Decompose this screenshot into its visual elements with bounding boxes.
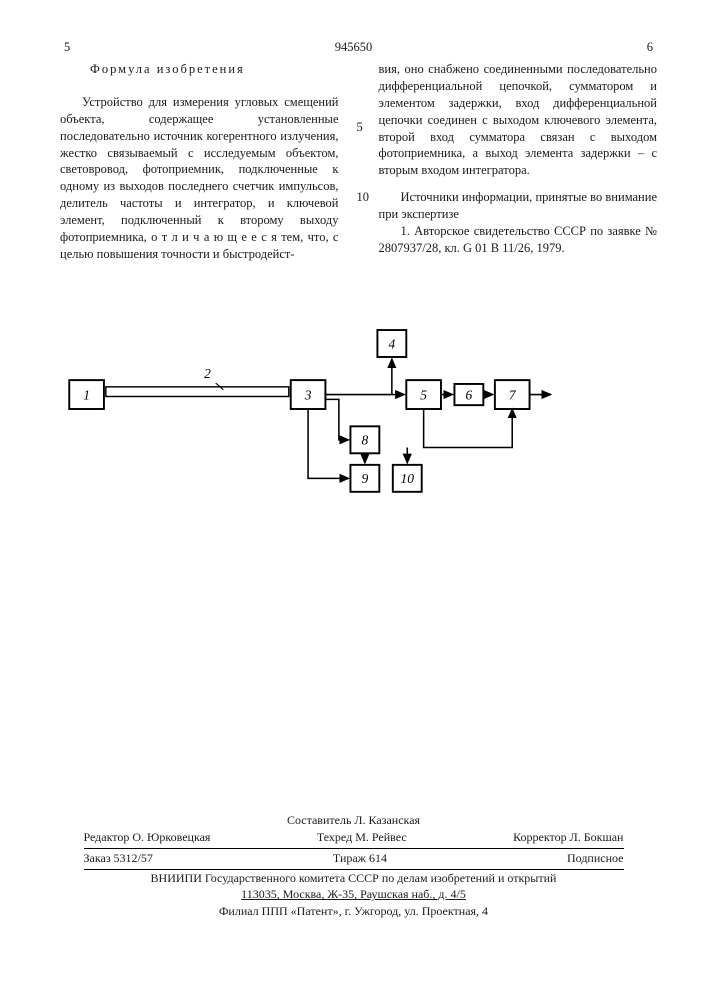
svg-text:3: 3 [304,387,312,402]
svg-text:8: 8 [362,432,369,447]
svg-text:1: 1 [83,387,90,402]
footer-editor: Редактор О. Юрковецкая [84,829,211,846]
svg-text:7: 7 [509,387,517,402]
patent-number: 945650 [335,40,373,55]
svg-text:4: 4 [388,336,395,351]
footer: Составитель Л. Казанская Редактор О. Юрк… [0,812,707,920]
footer-addr1: 113035, Москва, Ж-35, Раушская наб., д. … [0,886,707,903]
source-1: 1. Авторское свидетельство СССР по заявк… [379,223,658,257]
claim-text-left: Устройство для измерения угловых смещени… [60,94,339,263]
block-diagram: 1 3 4 5 6 7 8 9 10 2 [50,309,570,509]
page-right-number: 6 [647,40,653,55]
svg-text:5: 5 [420,387,427,402]
line-marker-5: 5 [357,119,363,136]
footer-techred: Техред М. Рейвес [317,829,407,846]
footer-corrector: Корректор Л. Бокшан [513,829,623,846]
line-marker-10: 10 [357,189,370,206]
sources-title: Источники информации, принятые во вниман… [379,189,658,223]
claim-text-right: вия, оно снабжено соединенными последова… [379,61,658,179]
footer-podpis: Подписное [567,850,624,867]
footer-tirazh: Тираж 614 [333,850,387,867]
svg-text:6: 6 [466,387,473,402]
footer-org: ВНИИПИ Государственного комитета СССР по… [0,870,707,887]
footer-addr2: Филиал ППП «Патент», г. Ужгород, ул. Про… [0,903,707,920]
footer-compiler: Составитель Л. Казанская [84,812,624,829]
section-title: Формула изобретения [90,61,339,78]
svg-text:10: 10 [401,471,415,486]
footer-order: Заказ 5312/57 [84,850,153,867]
svg-text:9: 9 [362,471,369,486]
page-left-number: 5 [64,40,70,55]
svg-text:2: 2 [204,366,211,381]
